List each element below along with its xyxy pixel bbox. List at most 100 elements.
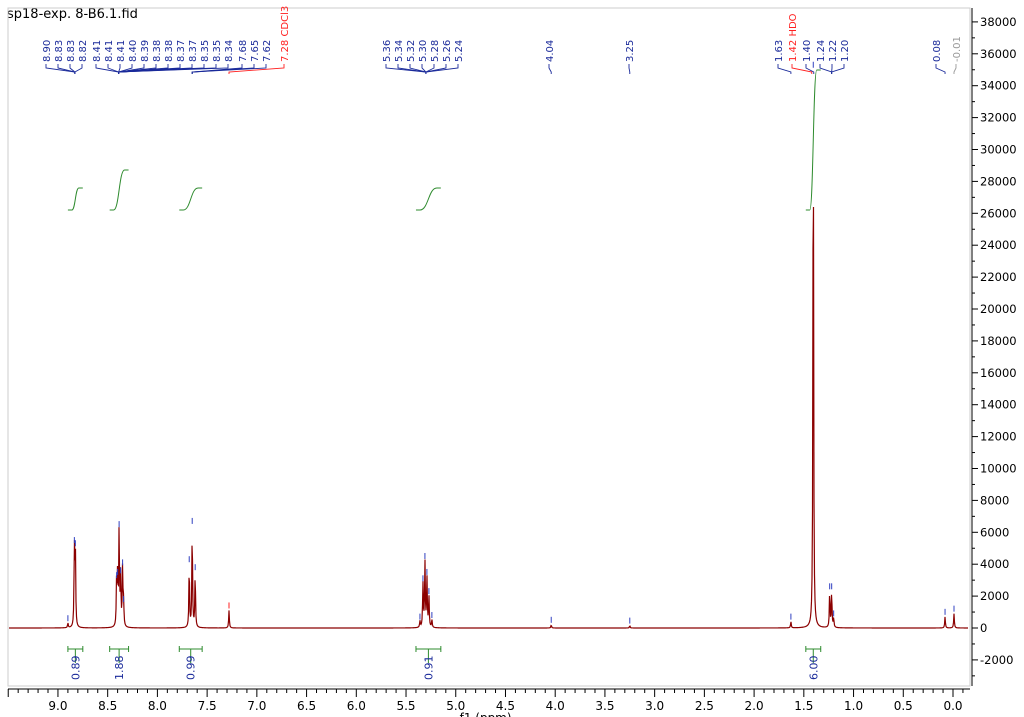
integral-curve <box>805 69 821 211</box>
y-tick-label: 26000 <box>980 206 1017 220</box>
y-tick-label: 6000 <box>980 525 1009 539</box>
peak-label: 7.62 <box>262 40 273 62</box>
peak-label: 8.90 <box>42 40 53 62</box>
peak-label: 1.63 <box>774 40 785 62</box>
y-tick-label: 18000 <box>980 334 1017 348</box>
peak-label: 3.25 <box>625 40 636 62</box>
peak-label: 8.83 <box>66 40 77 62</box>
x-tick-label: 6.0 <box>347 699 366 713</box>
y-tick-label: 12000 <box>980 430 1017 444</box>
peak-label: 8.37 <box>188 40 199 62</box>
peak-label: 5.24 <box>454 40 465 62</box>
peak-label: 8.83 <box>54 40 65 62</box>
x-axis-label: f1 (ppm) <box>460 711 512 717</box>
peak-label: 8.41 <box>92 40 103 62</box>
y-tick-label: 30000 <box>980 143 1017 157</box>
y-tick-label: 10000 <box>980 462 1017 476</box>
peak-label: 5.28 <box>430 40 441 62</box>
peak-label-connector <box>107 64 120 74</box>
y-tick-label: 16000 <box>980 366 1017 380</box>
integral-curve <box>415 187 441 211</box>
integral-bracket <box>67 646 84 663</box>
y-tick-label: 14000 <box>980 398 1017 412</box>
peak-label-connector <box>95 64 120 74</box>
peak-label-connector <box>425 64 447 74</box>
peak-label: 8.38 <box>164 40 175 62</box>
x-tick-label: 8.0 <box>148 699 167 713</box>
peak-label-connector <box>425 64 459 74</box>
peak-label-connector <box>425 64 435 74</box>
plot-frame <box>7 7 971 687</box>
integral-bracket <box>805 646 822 663</box>
y-tick-label: 0 <box>980 621 987 635</box>
integral-bracket <box>178 646 203 663</box>
x-tick-label: 5.0 <box>446 699 465 713</box>
y-tick-label: 22000 <box>980 270 1017 284</box>
spectrum-line <box>9 207 968 629</box>
y-tick-label: 34000 <box>980 79 1017 93</box>
x-tick-label: 1.0 <box>844 699 863 713</box>
peak-label: 8.82 <box>78 40 89 62</box>
peak-label-connector <box>118 64 229 74</box>
x-tick-label: 6.5 <box>297 699 316 713</box>
y-tick-label: 38000 <box>980 15 1017 29</box>
integral-curve <box>67 187 83 211</box>
peak-label-connector <box>191 64 267 74</box>
peak-label-connector <box>805 64 815 74</box>
peak-label: 8.39 <box>140 40 151 62</box>
y-tick-label: 4000 <box>980 557 1009 571</box>
spectrum-file-title: sp18-exp. 8-B6.1.fid <box>7 7 138 22</box>
x-tick-label: 0.5 <box>894 699 913 713</box>
peak-label-connector <box>628 64 631 74</box>
peak-label: 7.28 CDCl3 <box>280 6 291 62</box>
peak-label: 5.34 <box>394 40 405 62</box>
x-tick-label: 5.5 <box>396 699 415 713</box>
y-tick-label: 28000 <box>980 174 1017 188</box>
y-tick-label: 32000 <box>980 111 1017 125</box>
peak-label: 5.32 <box>406 40 417 62</box>
x-tick-label: 3.0 <box>645 699 664 713</box>
x-tick-label: 4.5 <box>496 699 515 713</box>
x-tick-label: 7.5 <box>198 699 217 713</box>
peak-label-connector <box>935 64 946 74</box>
peak-label-connector <box>819 64 833 74</box>
peak-label: 4.04 <box>545 40 556 62</box>
peak-label: 7.68 <box>238 40 249 62</box>
peak-label: 5.36 <box>382 40 393 62</box>
peak-label-connector <box>953 64 957 74</box>
x-tick-label: 3.5 <box>595 699 614 713</box>
integral-value: 0.89 <box>69 656 82 681</box>
integral-value: 1.88 <box>113 656 126 681</box>
integral-curve <box>109 169 129 211</box>
peak-label-connector <box>228 64 285 74</box>
x-tick-label: 1.5 <box>794 699 813 713</box>
peak-label-connector <box>421 64 427 74</box>
integral-curve <box>179 187 203 211</box>
peak-label-connector <box>548 64 552 74</box>
x-tick-label: 8.5 <box>98 699 117 713</box>
x-tick-label: 2.5 <box>695 699 714 713</box>
peak-label: 1.24 <box>816 40 827 62</box>
peak-label: 8.35 <box>212 40 223 62</box>
peak-label: 8.34 <box>224 40 235 62</box>
peak-label: 5.30 <box>418 40 429 62</box>
peak-label-connector <box>777 64 792 74</box>
peak-label: 1.22 <box>828 40 839 62</box>
integral-bracket <box>415 646 442 663</box>
peak-label: 1.42 HDO <box>788 13 799 62</box>
peak-label: 1.20 <box>840 40 851 62</box>
x-tick-label: 0.0 <box>943 699 962 713</box>
peak-label: 8.41 <box>104 40 115 62</box>
peak-label-connector <box>118 64 145 74</box>
peak-label-connector <box>57 64 76 74</box>
peak-label: 8.41 <box>116 40 127 62</box>
y-tick-label: 2000 <box>980 589 1009 603</box>
peak-label-connector <box>118 64 133 74</box>
y-tick-label: 24000 <box>980 238 1017 252</box>
peak-label: 1.40 <box>802 40 813 62</box>
peak-label: 8.37 <box>176 40 187 62</box>
peak-label: 8.35 <box>200 40 211 62</box>
x-tick-label: 4.0 <box>546 699 565 713</box>
